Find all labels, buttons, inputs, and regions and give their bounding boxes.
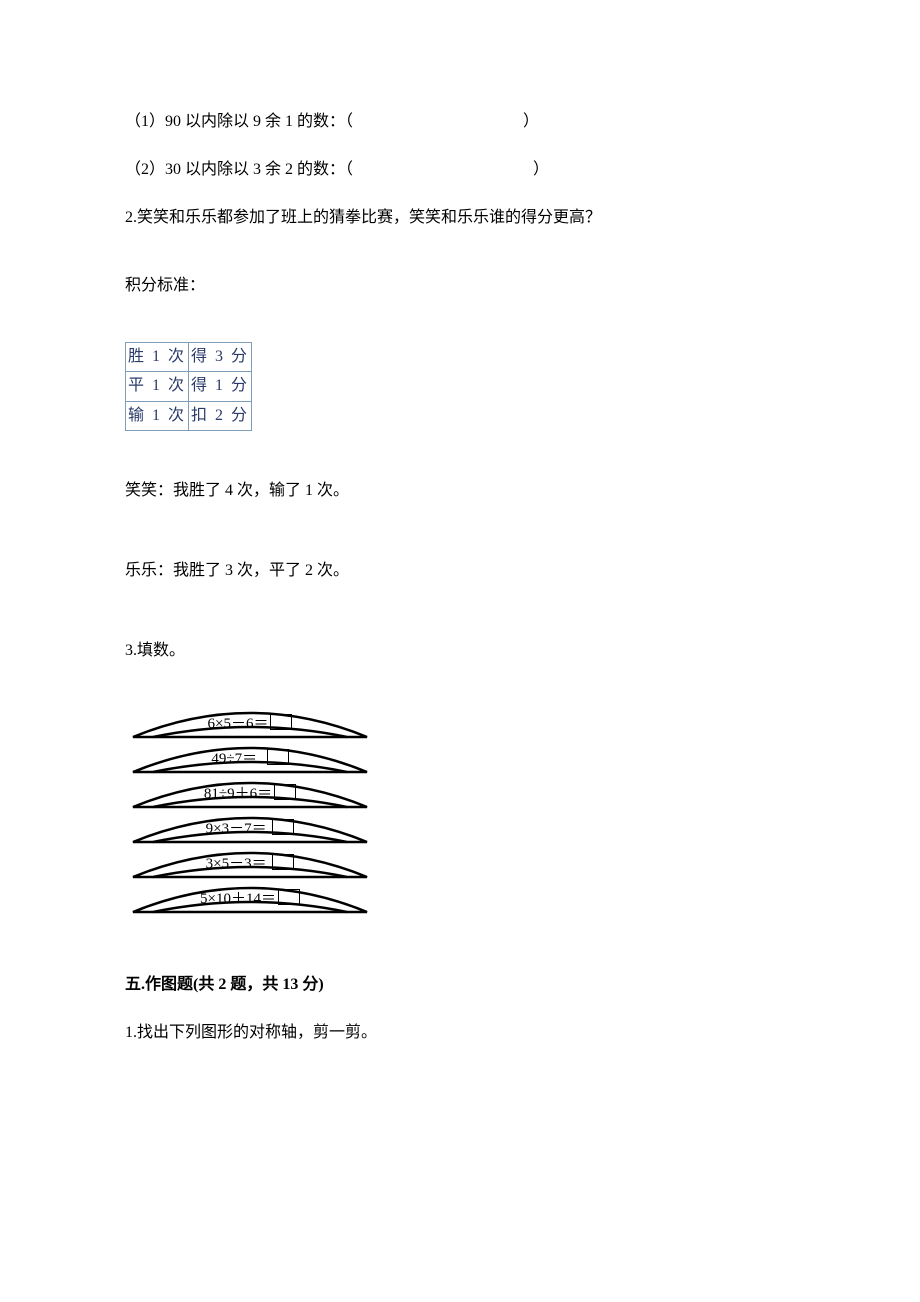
- score-table: 胜 1 次 得 3 分 平 1 次 得 1 分 输 1 次 扣 2 分: [125, 342, 252, 431]
- expr-text: 5×10＋14＝: [200, 891, 276, 907]
- answer-box[interactable]: [267, 749, 289, 765]
- q2-lele: 乐乐：我胜了 3 次，平了 2 次。: [125, 559, 800, 583]
- answer-box[interactable]: [270, 714, 292, 730]
- q1-item1-text: （1）90 以内除以 9 余 1 的数：（: [125, 113, 353, 130]
- q1-item2: （2）30 以内除以 3 余 2 的数：（ ）: [125, 158, 800, 182]
- boat-row: 9×3－7＝: [125, 812, 375, 847]
- boat-row: 49÷7＝: [125, 742, 375, 777]
- boat-row: 6×5－6＝: [125, 707, 375, 742]
- table-cell: 胜 1 次: [126, 343, 189, 372]
- q3-label: 3.填数。: [125, 639, 800, 663]
- q2-prompt: 2.笑笑和乐乐都参加了班上的猜拳比赛，笑笑和乐乐谁的得分更高？: [125, 206, 800, 230]
- table-row: 胜 1 次 得 3 分: [126, 343, 252, 372]
- q1-item2-text: （2）30 以内除以 3 余 2 的数：（: [125, 161, 353, 178]
- boat-stack: 6×5－6＝ 49÷7＝ 81÷9＋6＝ 9×3－7＝: [125, 707, 375, 917]
- boat-row: 5×10＋14＝: [125, 882, 375, 917]
- table-cell: 平 1 次: [126, 372, 189, 401]
- q2-score-label: 积分标准：: [125, 274, 800, 298]
- table-cell: 得 3 分: [189, 343, 252, 372]
- expr-text: 49÷7＝: [211, 751, 257, 767]
- boat-expression: 5×10＋14＝: [125, 888, 375, 911]
- expr-text: 9×3－7＝: [206, 821, 267, 837]
- boat-expression: 81÷9＋6＝: [125, 783, 375, 806]
- expr-text: 3×5－3＝: [206, 856, 267, 872]
- section5-q1: 1.找出下列图形的对称轴，剪一剪。: [125, 1021, 800, 1045]
- answer-box[interactable]: [278, 889, 300, 905]
- expr-text: 6×5－6＝: [208, 716, 269, 732]
- q1-item1: （1）90 以内除以 9 余 1 的数：（ ）: [125, 110, 800, 134]
- table-cell: 输 1 次: [126, 401, 189, 430]
- q1-item2-close: ）: [533, 161, 549, 178]
- q2-xiaoxiao: 笑笑：我胜了 4 次，输了 1 次。: [125, 479, 800, 503]
- boat-expression: 9×3－7＝: [125, 818, 375, 841]
- answer-box[interactable]: [274, 784, 296, 800]
- q1-item1-close: ）: [523, 113, 539, 130]
- boat-expression: 3×5－3＝: [125, 853, 375, 876]
- expr-text: 81÷9＋6＝: [204, 786, 272, 802]
- answer-box[interactable]: [272, 819, 294, 835]
- boat-row: 81÷9＋6＝: [125, 777, 375, 812]
- boat-row: 3×5－3＝: [125, 847, 375, 882]
- table-cell: 得 1 分: [189, 372, 252, 401]
- boat-expression: 49÷7＝: [125, 748, 375, 771]
- table-cell: 扣 2 分: [189, 401, 252, 430]
- answer-box[interactable]: [272, 854, 294, 870]
- table-row: 输 1 次 扣 2 分: [126, 401, 252, 430]
- table-row: 平 1 次 得 1 分: [126, 372, 252, 401]
- section5-heading: 五.作图题(共 2 题，共 13 分): [125, 973, 800, 997]
- boat-expression: 6×5－6＝: [125, 713, 375, 736]
